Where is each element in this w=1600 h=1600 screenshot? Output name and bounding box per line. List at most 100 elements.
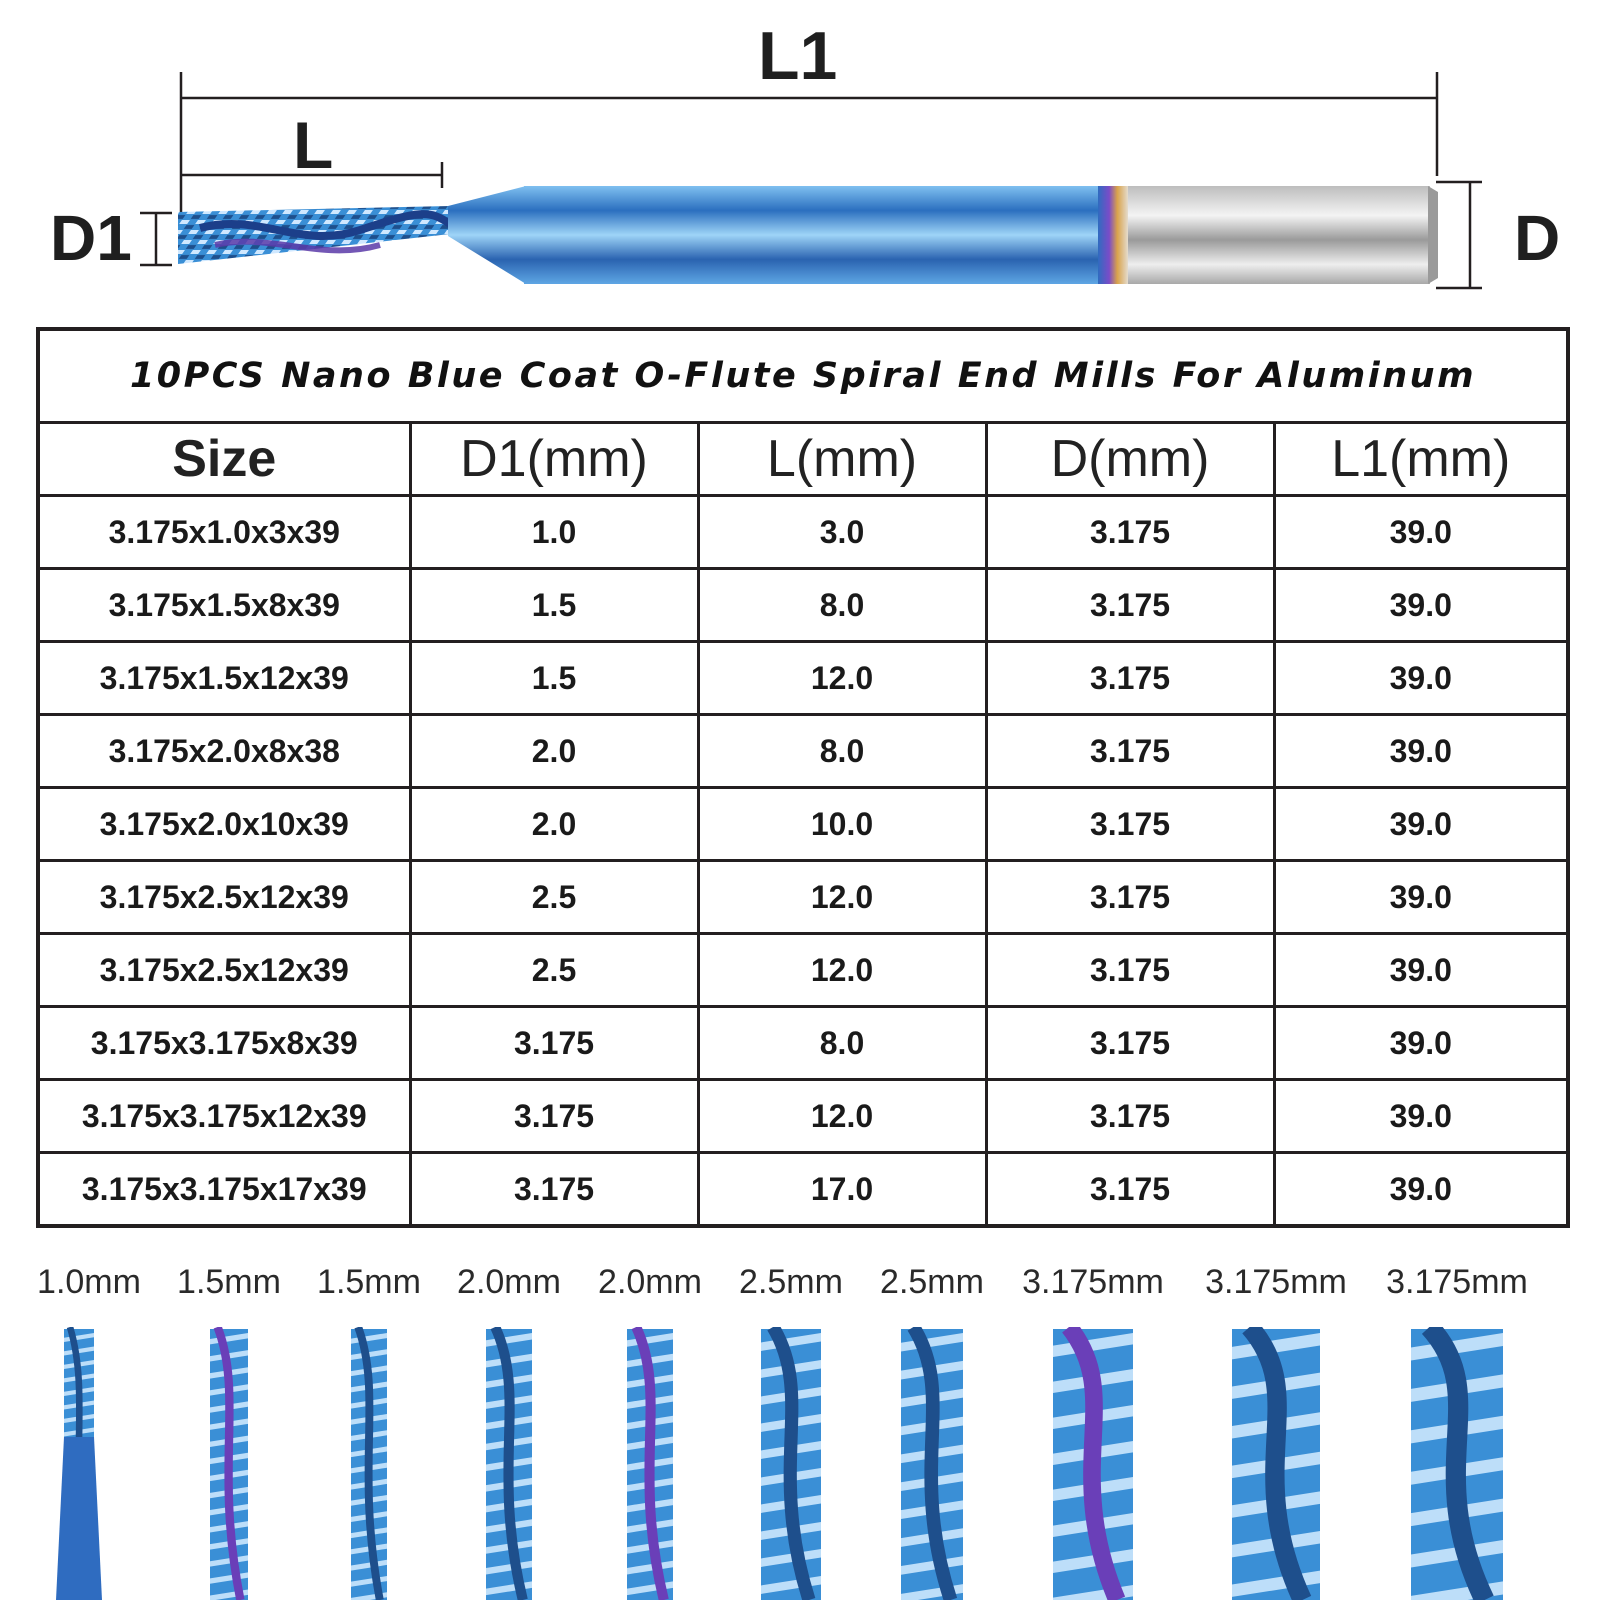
bit-diameter-label: 1.5mm [317,1263,421,1301]
cell-l: 12.0 [696,932,988,1008]
cell-l: 17.0 [696,1151,988,1228]
shank-chamfer [1428,186,1438,284]
col-header-d1: D1(mm) [408,421,700,497]
col-header-l: L(mm) [696,421,988,497]
silver-shank [1128,186,1430,284]
cell-d1: 3.175 [408,1151,700,1228]
cell-l1: 39.0 [1272,713,1570,789]
bit-tip-image [901,1327,963,1600]
table-row: 3.175x2.5x12x39 2.5 12.0 3.175 39.0 [36,932,1570,1008]
cell-size: 3.175x3.175x17x39 [36,1151,412,1228]
bit-closeup: 2.0mm [429,1265,589,1600]
cell-l1: 39.0 [1272,786,1570,862]
cell-d: 3.175 [984,932,1276,1008]
bit-diameter-label: 3.175mm [1022,1263,1164,1301]
table-row: 3.175x3.175x8x39 3.175 8.0 3.175 39.0 [36,1005,1570,1081]
cell-l1: 39.0 [1272,494,1570,570]
bit-closeup: 1.5mm [149,1265,309,1600]
cell-size: 3.175x3.175x12x39 [36,1078,412,1154]
cell-size: 3.175x1.5x8x39 [36,567,412,643]
table-row: 3.175x2.5x12x39 2.5 12.0 3.175 39.0 [36,859,1570,935]
cell-l1: 39.0 [1272,1078,1570,1154]
cell-size: 3.175x2.0x10x39 [36,786,412,862]
cell-l1: 39.0 [1272,1005,1570,1081]
cell-d1: 2.5 [408,932,700,1008]
cell-size: 3.175x2.0x8x38 [36,713,412,789]
bit-tip-image [1411,1327,1503,1600]
cell-l1: 39.0 [1272,1151,1570,1228]
cell-d: 3.175 [984,1151,1276,1228]
col-header-size: Size [36,421,412,497]
cell-size: 3.175x1.5x12x39 [36,640,412,716]
cell-d: 3.175 [984,713,1276,789]
cell-l: 12.0 [696,859,988,935]
bit-tip-image [627,1327,673,1600]
bit-tip-image [351,1327,387,1600]
cell-size: 3.175x1.0x3x39 [36,494,412,570]
table-row: 3.175x1.0x3x39 1.0 3.0 3.175 39.0 [36,494,1570,570]
bit-closeup: 2.5mm [852,1265,1012,1600]
coated-shank [524,186,1104,284]
cell-l1: 39.0 [1272,567,1570,643]
bit-tip-image [1053,1327,1133,1600]
bit-tip-image [56,1327,102,1600]
coat-transition [1098,186,1130,284]
cell-l: 10.0 [696,786,988,862]
table-row: 3.175x2.0x10x39 2.0 10.0 3.175 39.0 [36,786,1570,862]
cell-d: 3.175 [984,640,1276,716]
cell-d1: 2.0 [408,786,700,862]
bit-diameter-label: 1.5mm [177,1263,281,1301]
cell-d1: 1.5 [408,640,700,716]
flute-section [178,206,453,264]
cell-size: 3.175x2.5x12x39 [36,859,412,935]
cell-d: 3.175 [984,494,1276,570]
cell-l1: 39.0 [1272,932,1570,1008]
cell-size: 3.175x3.175x8x39 [36,1005,412,1081]
cell-d: 3.175 [984,1078,1276,1154]
bit-closeup: 3.175mm [1196,1265,1356,1600]
cell-d1: 1.5 [408,567,700,643]
bit-tip-image [486,1327,532,1600]
cell-d: 3.175 [984,567,1276,643]
bit-diameter-label: 2.5mm [880,1263,984,1301]
cell-l: 8.0 [696,713,988,789]
taper [448,186,526,284]
dimension-diagram: L1 L D1 D [0,0,1600,310]
cell-d: 3.175 [984,859,1276,935]
bit-closeup: 1.5mm [289,1265,449,1600]
cell-d1: 3.175 [408,1005,700,1081]
cell-l1: 39.0 [1272,640,1570,716]
label-D1: D1 [50,202,132,274]
bit-tip-image [1232,1327,1320,1600]
table-row: 3.175x3.175x17x39 3.175 17.0 3.175 39.0 [36,1151,1570,1228]
bit-closeup: 2.5mm [711,1265,871,1600]
bit-closeups: 1.0mm 1.5mm 1.5mm 2.0mm 2.0mm 2.5mm 2.5mm 3.175… [0,1265,1600,1600]
bit-diameter-label: 3.175mm [1386,1263,1528,1301]
cell-d1: 1.0 [408,494,700,570]
bit-closeup: 3.175mm [1377,1265,1537,1600]
end-mill-drawing [140,72,1482,290]
cell-size: 3.175x2.5x12x39 [36,932,412,1008]
cell-d: 3.175 [984,786,1276,862]
bit-closeup: 2.0mm [570,1265,730,1600]
header-row: Size D1(mm) L(mm) D(mm) L1(mm) [36,421,1570,497]
spec-table: 10PCS Nano Blue Coat O-Flute Spiral End … [36,327,1571,1228]
cell-d1: 2.0 [408,713,700,789]
bit-diameter-label: 1.0mm [37,1263,141,1301]
bit-closeup: 1.0mm [9,1265,169,1600]
bit-diameter-label: 3.175mm [1205,1263,1347,1301]
table-row: 3.175x2.0x8x38 2.0 8.0 3.175 39.0 [36,713,1570,789]
table-row: 3.175x3.175x12x39 3.175 12.0 3.175 39.0 [36,1078,1570,1154]
cell-l: 8.0 [696,1005,988,1081]
table-row: 3.175x1.5x12x39 1.5 12.0 3.175 39.0 [36,640,1570,716]
cell-l: 3.0 [696,494,988,570]
bit-diameter-label: 2.0mm [598,1263,702,1301]
col-header-l1: L1(mm) [1272,421,1570,497]
cell-l1: 39.0 [1272,859,1570,935]
cell-l: 12.0 [696,640,988,716]
bit-tip-image [761,1327,821,1600]
cell-d: 3.175 [984,1005,1276,1081]
cell-l: 12.0 [696,1078,988,1154]
label-D: D [1514,202,1561,274]
cell-d1: 2.5 [408,859,700,935]
